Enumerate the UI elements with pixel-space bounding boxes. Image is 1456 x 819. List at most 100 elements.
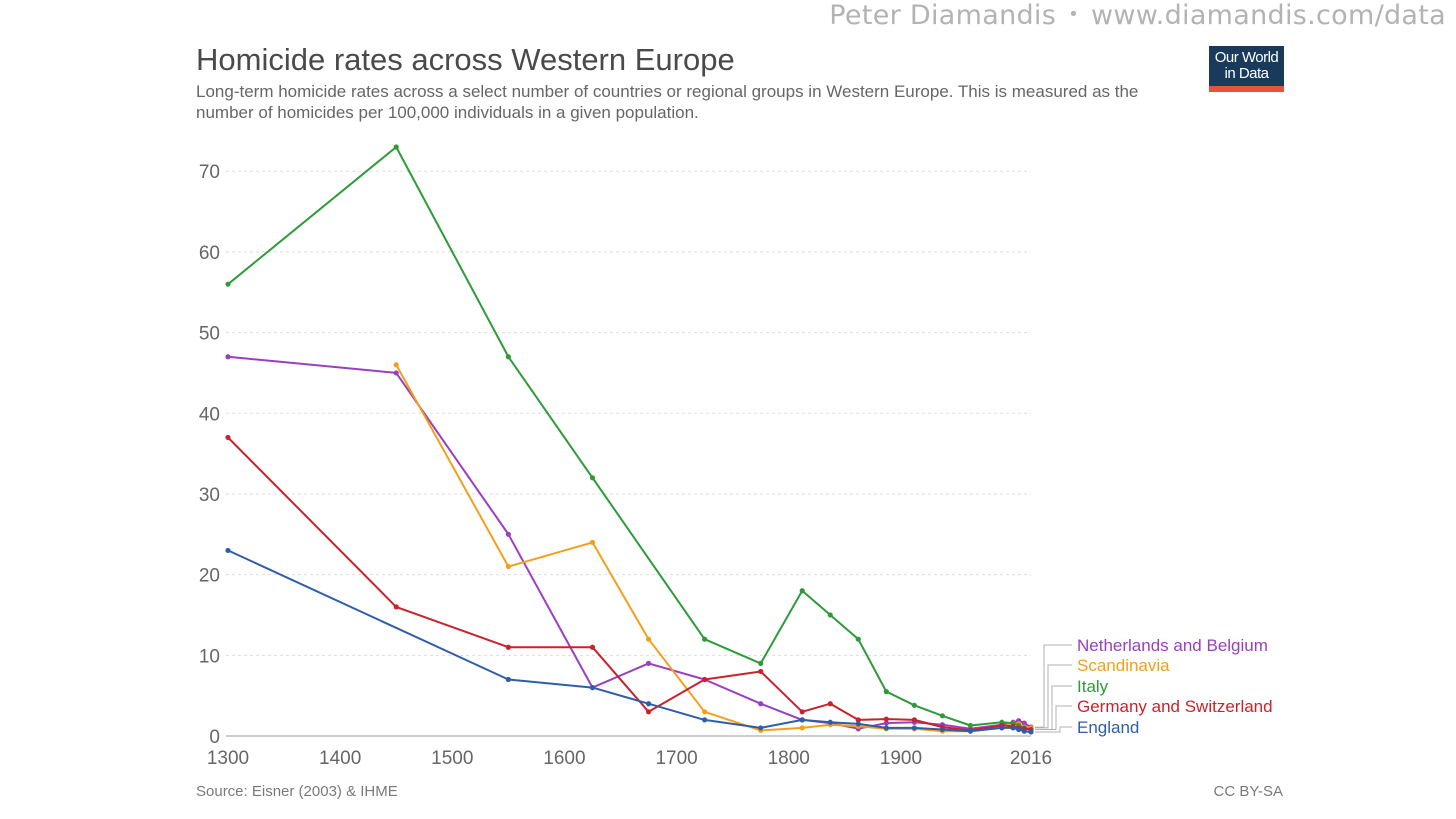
- data-point: [645, 709, 652, 715]
- data-point: [225, 281, 231, 287]
- data-point: [589, 684, 596, 691]
- data-point: [967, 722, 974, 729]
- data-point: [1021, 720, 1027, 726]
- legend-connector: [1035, 726, 1072, 733]
- data-point: [758, 725, 764, 731]
- license-link[interactable]: CC BY-SA: [1213, 783, 1283, 800]
- chart-title: Homicide rates across Western Europe: [196, 42, 735, 77]
- data-point: [883, 720, 889, 726]
- legend-label: England: [1077, 718, 1139, 737]
- data-point: [758, 701, 764, 707]
- data-point: [1028, 729, 1034, 735]
- watermark-author: Peter Diamandis: [829, 0, 1057, 31]
- legend-label: Netherlands and Belgium: [1077, 636, 1268, 655]
- data-point: [827, 701, 833, 707]
- logo-line-1: Our World: [1214, 49, 1279, 66]
- data-point: [505, 531, 511, 537]
- logo-line-2: in Data: [1224, 65, 1269, 82]
- data-point: [939, 713, 946, 719]
- data-point: [855, 721, 861, 727]
- watermark: Peter Diamandis • www.diamandis.com/data: [829, 0, 1446, 31]
- x-tick-label: 1400: [319, 748, 361, 769]
- data-point: [393, 144, 399, 150]
- legend-connector: [1035, 685, 1072, 730]
- y-tick-label: 10: [199, 646, 220, 667]
- series-line: [227, 549, 1032, 733]
- data-point: [911, 717, 917, 723]
- x-tick-label: 1900: [880, 748, 922, 769]
- x-tick-label: 2016: [1010, 748, 1052, 769]
- data-point: [225, 434, 231, 441]
- axes: 0 10 20 30 40 50 60 70 1300 1400 1500 1600 1700 1800 1…: [199, 162, 1052, 769]
- data-point: [702, 636, 708, 642]
- legend-label: Italy: [1077, 677, 1109, 696]
- data-point: [911, 702, 917, 708]
- data-point: [1021, 728, 1027, 734]
- x-tick-label: 1300: [207, 748, 249, 769]
- legend-connector: [1035, 644, 1072, 728]
- y-tick-label: 50: [199, 324, 220, 345]
- data-point: [999, 725, 1005, 731]
- x-tick-label: 1800: [768, 748, 810, 769]
- data-point: [589, 539, 596, 545]
- y-tick-label: 40: [199, 404, 220, 425]
- y-tick-label: 70: [199, 162, 220, 183]
- data-point: [393, 362, 399, 368]
- data-point: [505, 563, 511, 570]
- data-point: [883, 725, 889, 731]
- data-point: [505, 644, 511, 650]
- data-point: [799, 588, 805, 594]
- data-point: [225, 354, 231, 360]
- data-point: [393, 604, 399, 610]
- series-line: [227, 355, 1032, 730]
- logo-accent-bar: [1209, 86, 1284, 92]
- data-point: [967, 728, 974, 734]
- y-tick-label: 20: [199, 566, 220, 587]
- our-world-in-data-logo[interactable]: Our World in Data: [1209, 46, 1284, 92]
- data-point: [225, 547, 231, 554]
- y-tick-label: 60: [199, 243, 220, 264]
- data-point: [758, 660, 764, 666]
- x-tick-label: 1700: [655, 748, 697, 769]
- data-point: [799, 709, 805, 715]
- legend-label: Germany and Switzerland: [1077, 697, 1273, 716]
- data-point: [799, 725, 805, 731]
- data-point: [799, 717, 805, 723]
- data-point: [827, 719, 833, 725]
- data-point: [702, 709, 708, 715]
- data-point: [1016, 726, 1022, 733]
- watermark-separator: •: [1068, 4, 1080, 25]
- x-tick-label: 1500: [431, 748, 473, 769]
- data-point: [883, 716, 889, 722]
- x-tick-label: 1600: [543, 748, 585, 769]
- source-note: Source: Eisner (2003) & IHME: [196, 783, 398, 800]
- data-point: [589, 644, 596, 650]
- legend-label: Scandinavia: [1077, 656, 1170, 675]
- data-point: [827, 612, 833, 618]
- data-point: [911, 725, 917, 731]
- data-point: [758, 668, 764, 675]
- data-point: [855, 636, 861, 642]
- data-point: [589, 475, 596, 481]
- series-line: [395, 364, 1032, 733]
- legend-connector: [1035, 664, 1072, 729]
- data-point: [505, 354, 511, 360]
- chart-subtitle: Long-term homicide rates across a select…: [196, 82, 1139, 122]
- data-point: [505, 676, 511, 683]
- gridlines: [226, 170, 1031, 656]
- data-point: [939, 726, 946, 733]
- data-point: [393, 370, 399, 376]
- y-tick-label: 0: [209, 727, 220, 748]
- data-point: [645, 701, 652, 707]
- y-tick-label: 30: [199, 485, 220, 506]
- data-point: [702, 717, 708, 723]
- series-lines: [225, 144, 1034, 735]
- data-point: [883, 689, 889, 695]
- data-point: [702, 676, 708, 683]
- data-point: [645, 636, 652, 642]
- data-point: [855, 717, 861, 723]
- series-line: [227, 146, 1032, 731]
- watermark-url: www.diamandis.com/data: [1091, 0, 1446, 31]
